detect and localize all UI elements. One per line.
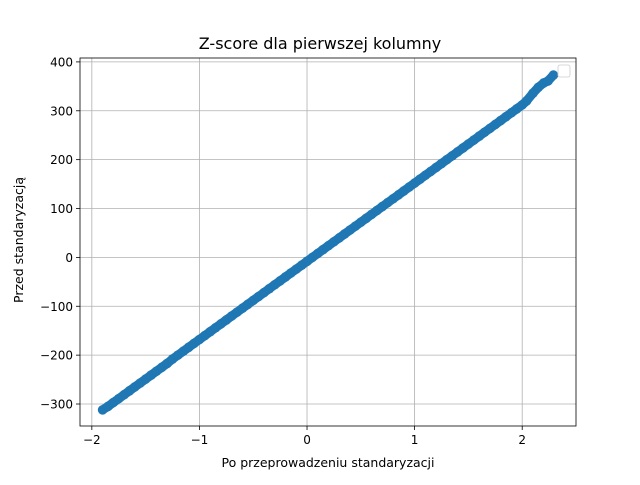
- x-tick-label: −2: [83, 433, 101, 447]
- x-tick-label: 0: [303, 433, 311, 447]
- y-tick-label: 300: [50, 104, 73, 118]
- data-point: [521, 96, 532, 106]
- x-tick-label: 2: [518, 433, 526, 447]
- y-axis-label: Przed standaryzacją: [11, 177, 26, 303]
- x-tick-label: −1: [191, 433, 209, 447]
- y-tick-label: −300: [40, 398, 73, 412]
- x-tick-label: 1: [411, 433, 419, 447]
- data-points: [97, 70, 559, 415]
- plot-frame: [79, 57, 577, 427]
- y-tick-label: 0: [65, 251, 73, 265]
- y-tick-label: −100: [40, 300, 73, 314]
- legend-box: [557, 64, 571, 78]
- grid-lines: [80, 58, 576, 426]
- chart-title: Z-score dla pierwszej kolumny: [199, 34, 442, 53]
- y-tick-label: 100: [50, 202, 73, 216]
- x-axis-label: Po przeprowadzeniu standaryzacji: [221, 455, 434, 470]
- data-point: [548, 70, 559, 80]
- y-tick-label: 200: [50, 153, 73, 167]
- y-tick-label: 400: [50, 55, 73, 69]
- axis-ticks: −2 −1 0 1 2 −300 −200 −100 0 100 200 300 400: [40, 55, 526, 447]
- y-tick-label: −200: [40, 349, 73, 363]
